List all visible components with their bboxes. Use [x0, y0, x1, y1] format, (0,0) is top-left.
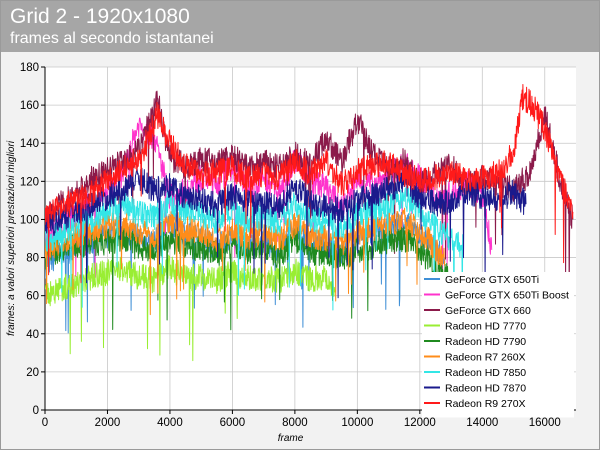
chart-title: Grid 2 - 1920x1080 [10, 5, 190, 28]
legend-entry: GeForce GTX 650Ti [445, 274, 539, 286]
legend-entry: Radeon HD 7790 [445, 336, 526, 348]
x-tick-label: 8000 [282, 417, 308, 429]
y-tick-label: 100 [20, 214, 39, 226]
y-tick-label: 20 [26, 367, 39, 379]
series-line-radeon-hd-7790 [45, 225, 449, 331]
y-tick-label: 160 [20, 100, 39, 112]
x-tick-label: 12000 [404, 417, 436, 429]
series-line-radeon-hd-7770 [45, 254, 336, 362]
legend-entry: Radeon HD 7870 [445, 383, 526, 395]
x-tick-label: 4000 [157, 417, 183, 429]
x-tick-label: 14000 [466, 417, 498, 429]
legend-entry: Radeon HD 7770 [445, 321, 526, 333]
legend-entry: GeForce GTX 650Ti Boost [445, 290, 569, 302]
y-tick-label: 120 [20, 176, 39, 188]
y-axis-label: frames: a valori superiori prestazioni m… [6, 140, 17, 336]
series-line-radeon-hd-7870 [45, 167, 527, 299]
x-axis-label: frame [278, 433, 304, 444]
x-tick-label: 10000 [341, 417, 373, 429]
legend-entry: GeForce GTX 660 [445, 305, 531, 317]
title-bar: Grid 2 - 1920x1080 frames al secondo ist… [1, 1, 599, 52]
y-tick-label: 80 [26, 253, 39, 265]
y-tick-label: 0 [33, 405, 39, 417]
x-tick-label: 0 [42, 417, 48, 429]
series-line-radeon-r9-270x [45, 84, 574, 284]
x-tick-label: 6000 [220, 417, 246, 429]
y-tick-label: 60 [26, 291, 39, 303]
legend-box [422, 272, 574, 418]
legend-entry: Radeon R9 270X [445, 398, 526, 410]
legend-entry: Radeon HD 7850 [445, 367, 526, 379]
y-tick-label: 140 [20, 138, 39, 150]
y-tick-label: 40 [26, 329, 39, 341]
x-tick-label: 16000 [529, 417, 561, 429]
chart-subtitle: frames al secondo istantanei [10, 30, 214, 47]
y-tick-label: 180 [20, 62, 39, 74]
legend-entry: Radeon R7 260X [445, 352, 526, 364]
x-tick-label: 2000 [95, 417, 121, 429]
